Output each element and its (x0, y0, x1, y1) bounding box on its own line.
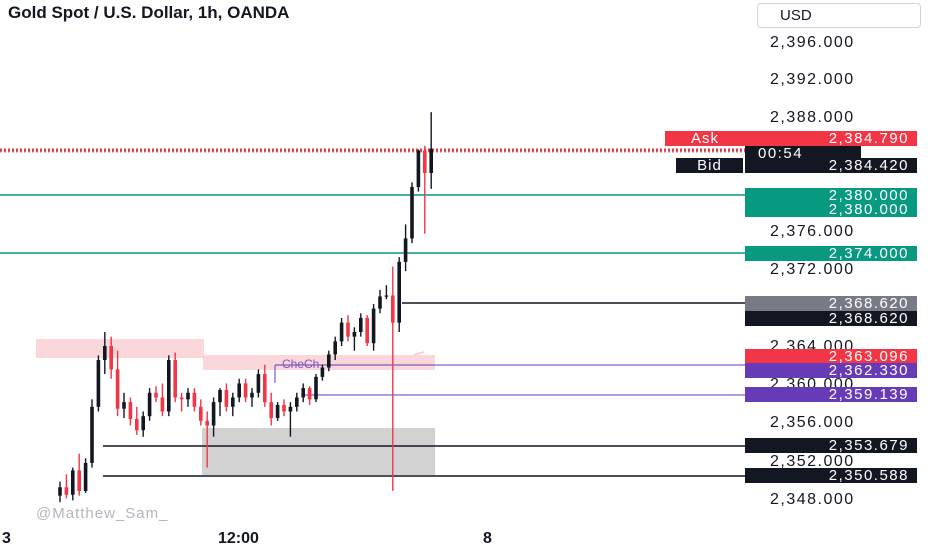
level-label-362: 2,362.330 (745, 363, 917, 378)
candle-body[interactable] (288, 406, 293, 412)
candle-body[interactable] (359, 317, 363, 332)
candle-body[interactable] (391, 295, 395, 323)
candle-body[interactable] (173, 360, 177, 398)
candle-body[interactable] (282, 404, 286, 412)
candle-body[interactable] (397, 261, 401, 323)
candle-body[interactable] (122, 402, 126, 409)
candle-body[interactable] (71, 470, 75, 495)
candle-body[interactable] (237, 383, 241, 398)
level-label-374: 2,374.000 (745, 246, 917, 261)
candle-body[interactable] (205, 420, 209, 426)
time-tick: 8 (483, 530, 492, 547)
level-label-363: 2,363.096 (745, 349, 917, 364)
level-label-380-b: 2,380.000 (745, 202, 917, 217)
candle-body[interactable] (218, 389, 222, 403)
candle-body[interactable] (295, 397, 299, 407)
candle-body[interactable] (199, 406, 203, 421)
bid-tag: Bid (676, 158, 743, 173)
candle-body[interactable] (77, 470, 81, 491)
candle-body[interactable] (192, 392, 197, 407)
candle-body[interactable] (307, 388, 312, 400)
candle-body[interactable] (243, 383, 248, 398)
candle-body[interactable] (333, 341, 337, 355)
candle-body[interactable] (320, 367, 325, 377)
candle-body[interactable] (423, 150, 427, 173)
candle-body[interactable] (115, 369, 120, 409)
ask-price-label: 2,384.790 (745, 131, 917, 146)
price-tick: 2,348.000 (770, 491, 855, 508)
price-tick: 2,396.000 (770, 34, 855, 51)
candle-body[interactable] (250, 392, 254, 398)
level-label-368-black: 2,368.620 (745, 311, 917, 326)
candle-body[interactable] (346, 322, 350, 337)
level-label-368-gray: 2,368.620 (745, 296, 917, 311)
candle-body[interactable] (160, 397, 165, 412)
candle-body[interactable] (154, 392, 158, 398)
level-label-350: 2,350.588 (745, 468, 917, 483)
candle-body[interactable] (429, 148, 433, 173)
level-label-380-a: 2,380.000 (745, 188, 917, 203)
candle-body[interactable] (96, 360, 101, 407)
candle-body[interactable] (224, 389, 229, 407)
candle-body[interactable] (263, 374, 267, 403)
candle-body[interactable] (58, 487, 62, 496)
zone-top-marker (413, 351, 425, 356)
candle-body[interactable] (128, 402, 133, 419)
candle-body[interactable] (90, 406, 94, 463)
candle-body[interactable] (186, 392, 190, 400)
candle-body[interactable] (179, 397, 184, 400)
candle-body[interactable] (352, 331, 357, 337)
candle-body[interactable] (301, 388, 305, 398)
author-watermark: @Matthew_Sam_ (36, 505, 169, 522)
price-tick: 2,392.000 (770, 71, 855, 88)
supply-zone-right (203, 355, 435, 370)
candle-body[interactable] (378, 296, 382, 309)
candle-body[interactable] (269, 402, 273, 419)
price-tick: 2,356.000 (770, 414, 855, 431)
candle-body[interactable] (147, 392, 152, 417)
candle-body[interactable] (256, 374, 261, 393)
bid-price-label: 2,384.420 (745, 158, 917, 173)
candle-body[interactable] (211, 402, 216, 426)
level-label-359: 2,359.139 (745, 387, 917, 402)
choch-annotation: CheCh (282, 357, 320, 371)
demand-zone (202, 428, 435, 475)
price-tick: 2,388.000 (770, 109, 855, 126)
candle-body[interactable] (109, 346, 113, 370)
time-tick: 12:00 (218, 530, 259, 547)
candle-body[interactable] (135, 418, 139, 431)
chart-title: Gold Spot / U.S. Dollar, 1h, OANDA (8, 3, 290, 22)
candle-body[interactable] (365, 317, 369, 344)
level-label-353: 2,353.679 (745, 438, 917, 453)
candle-body[interactable] (410, 186, 414, 239)
candle-body[interactable] (103, 346, 107, 361)
candle-body[interactable] (416, 150, 421, 187)
candle-body[interactable] (231, 397, 235, 407)
candle-body[interactable] (384, 295, 389, 297)
candles-group (58, 112, 433, 503)
candle-body[interactable] (141, 416, 145, 431)
candle-body[interactable] (167, 360, 171, 412)
candle-body[interactable] (327, 354, 331, 368)
price-tick: 2,352.000 (770, 453, 855, 470)
price-tick: 2,376.000 (770, 223, 855, 240)
price-tick: 2,372.000 (770, 261, 855, 278)
candle-body[interactable] (83, 462, 88, 491)
candle-body[interactable] (64, 487, 69, 495)
currency-selector[interactable]: USD (757, 3, 921, 28)
candle-body[interactable] (275, 404, 280, 419)
ask-tag: Ask (665, 131, 745, 146)
candle-body[interactable] (371, 308, 376, 344)
countdown-label: 00:54 (745, 146, 861, 161)
candle-body[interactable] (314, 376, 318, 400)
time-tick: 3 (2, 530, 11, 547)
supply-zone-left (36, 339, 204, 358)
candle-body[interactable] (403, 238, 408, 262)
candle-body[interactable] (339, 322, 344, 342)
